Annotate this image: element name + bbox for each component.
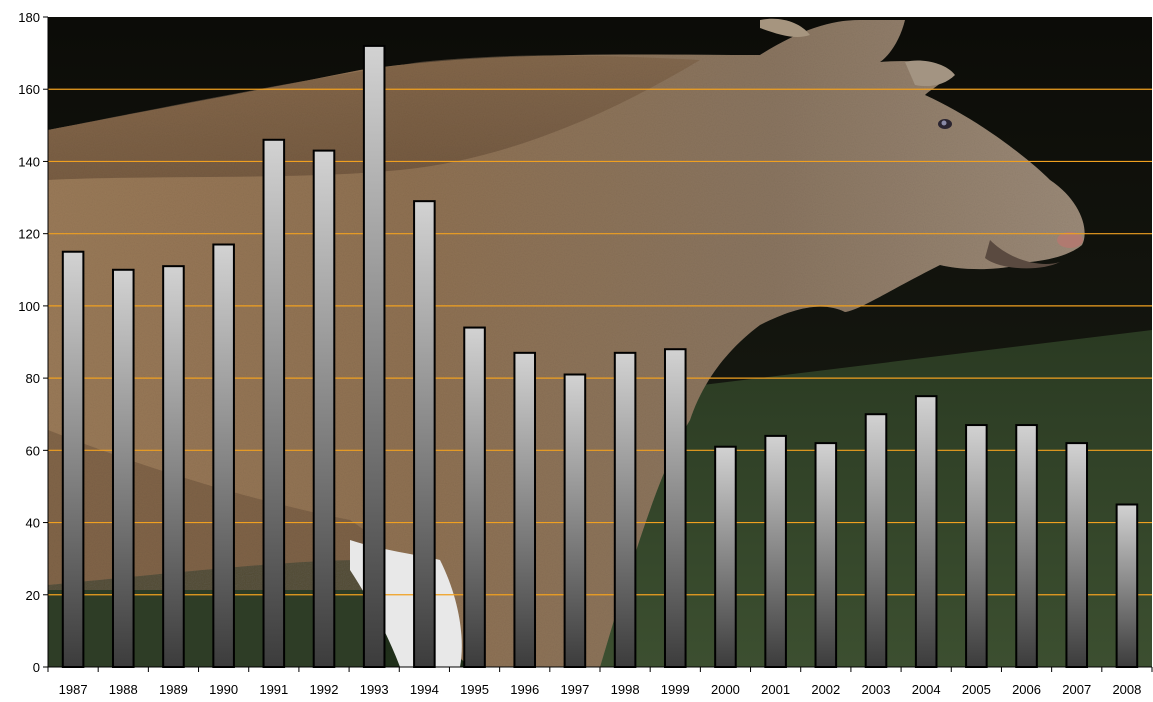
bars xyxy=(61,44,1139,669)
x-tick-label: 2008 xyxy=(1112,682,1141,697)
x-tick-label: 1998 xyxy=(611,682,640,697)
bar-2006 xyxy=(1015,424,1038,668)
bar-2001 xyxy=(764,434,787,668)
bar-1996 xyxy=(513,351,537,668)
y-tick-label: 40 xyxy=(26,516,40,531)
x-tick-label: 2005 xyxy=(962,682,991,697)
bar-1994 xyxy=(413,200,436,669)
y-tick-label: 120 xyxy=(18,227,40,242)
x-tick-label: 1996 xyxy=(510,682,539,697)
bar-1998 xyxy=(613,351,637,668)
x-axis-ticks: 1987 1988 1989 1990 1991 1992 1993 1994 1995 1996… xyxy=(47,667,1153,697)
x-tick-label: 1987 xyxy=(59,682,88,697)
bar-2008 xyxy=(1115,503,1139,668)
bar-1987 xyxy=(61,250,85,668)
y-axis-ticks: 0 20 40 60 80 100 120 140 160 180 xyxy=(18,10,48,675)
x-tick-label: 1988 xyxy=(109,682,138,697)
bar-1989 xyxy=(162,265,185,668)
y-tick-label: 160 xyxy=(18,82,40,97)
bar-2004 xyxy=(914,395,938,668)
x-tick-label: 1997 xyxy=(560,682,589,697)
x-tick-label: 2000 xyxy=(711,682,740,697)
bar-1988 xyxy=(111,268,135,668)
bar-2000 xyxy=(714,445,737,668)
x-tick-label: 1990 xyxy=(209,682,238,697)
bar-2005 xyxy=(965,424,988,668)
x-tick-label: 1992 xyxy=(310,682,339,697)
bar-1993 xyxy=(362,44,386,668)
x-tick-label: 1999 xyxy=(661,682,690,697)
x-tick-label: 1991 xyxy=(259,682,288,697)
x-tick-label: 2006 xyxy=(1012,682,1041,697)
x-tick-label: 1993 xyxy=(360,682,389,697)
x-tick-label: 1995 xyxy=(460,682,489,697)
bar-2003 xyxy=(864,413,888,668)
bar-1992 xyxy=(312,149,336,669)
y-tick-label: 140 xyxy=(18,154,40,169)
y-tick-label: 60 xyxy=(26,443,40,458)
y-tick-label: 20 xyxy=(26,588,40,603)
bar-1995 xyxy=(463,326,486,668)
x-tick-label: 2002 xyxy=(811,682,840,697)
x-tick-label: 2007 xyxy=(1062,682,1091,697)
y-tick-label: 180 xyxy=(18,10,40,25)
x-tick-label: 1989 xyxy=(159,682,188,697)
bar-1991 xyxy=(262,138,286,668)
y-tick-label: 100 xyxy=(18,299,40,314)
y-tick-label: 0 xyxy=(33,660,40,675)
x-tick-label: 1994 xyxy=(410,682,439,697)
bar-1997 xyxy=(563,373,587,668)
x-tick-label: 2001 xyxy=(761,682,790,697)
y-tick-label: 80 xyxy=(26,371,40,386)
x-tick-label: 2003 xyxy=(862,682,891,697)
bar-2002 xyxy=(814,442,838,668)
bar-2007 xyxy=(1065,442,1089,668)
x-tick-label: 2004 xyxy=(912,682,941,697)
bar-1999 xyxy=(663,348,687,668)
bar-1990 xyxy=(212,243,235,668)
